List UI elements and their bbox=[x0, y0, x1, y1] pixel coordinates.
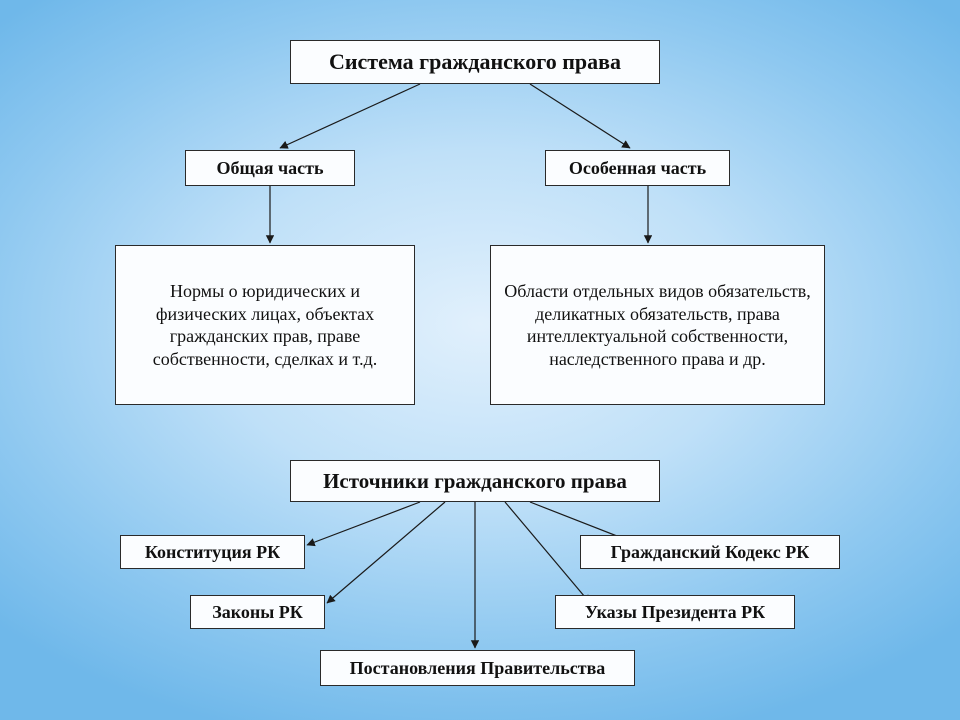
diagram-title-system: Система гражданского права bbox=[290, 40, 660, 84]
label: Общая часть bbox=[217, 157, 324, 180]
label: Постановления Правительства bbox=[350, 657, 606, 680]
label: Нормы о юридических и физических лицах, … bbox=[124, 280, 406, 370]
label: Гражданский Кодекс РК bbox=[611, 541, 810, 564]
node-source-resolutions: Постановления Правительства bbox=[320, 650, 635, 686]
node-source-decrees: Указы Президента РК bbox=[555, 595, 795, 629]
label: Особенная часть bbox=[569, 157, 706, 180]
diagram-title-sources: Источники гражданского права bbox=[290, 460, 660, 502]
node-general-part: Общая часть bbox=[185, 150, 355, 186]
node-source-constitution: Конституция РК bbox=[120, 535, 305, 569]
node-source-civil-code: Гражданский Кодекс РК bbox=[580, 535, 840, 569]
node-source-laws: Законы РК bbox=[190, 595, 325, 629]
label: Источники гражданского права bbox=[323, 468, 627, 494]
node-special-part: Особенная часть bbox=[545, 150, 730, 186]
node-special-description: Области отдельных видов обязательств, де… bbox=[490, 245, 825, 405]
node-general-description: Нормы о юридических и физических лицах, … bbox=[115, 245, 415, 405]
label: Конституция РК bbox=[145, 541, 280, 564]
label: Законы РК bbox=[212, 601, 303, 624]
label: Указы Президента РК bbox=[585, 601, 765, 624]
label: Система гражданского права bbox=[329, 48, 621, 76]
label: Области отдельных видов обязательств, де… bbox=[499, 280, 816, 370]
